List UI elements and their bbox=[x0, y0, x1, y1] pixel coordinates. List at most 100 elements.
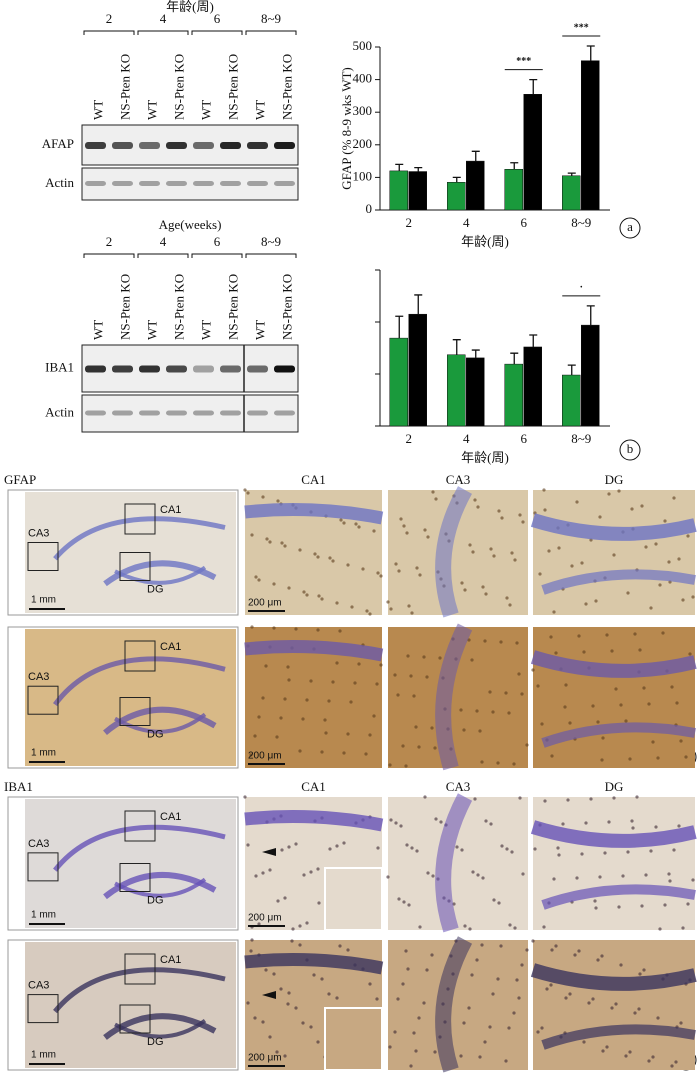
cell bbox=[368, 612, 372, 616]
cell bbox=[272, 972, 276, 976]
region-label: DG bbox=[147, 894, 164, 906]
cell bbox=[357, 662, 361, 666]
blot-band bbox=[85, 181, 106, 186]
cell bbox=[499, 944, 503, 948]
cell bbox=[686, 902, 690, 906]
region-label: CA1 bbox=[160, 811, 181, 823]
error-bar bbox=[529, 78, 538, 95]
cell bbox=[617, 905, 621, 909]
cell bbox=[672, 496, 676, 500]
cell bbox=[508, 923, 512, 927]
region-box bbox=[124, 810, 156, 842]
column-header: CA1 bbox=[301, 472, 326, 487]
cell bbox=[346, 948, 350, 952]
y-axis-label: GFAP (% 8-9 wks WT) bbox=[339, 67, 354, 190]
cell bbox=[253, 734, 257, 738]
cell bbox=[635, 795, 639, 799]
cell bbox=[619, 963, 623, 967]
bar bbox=[447, 354, 466, 427]
cell-layer bbox=[541, 569, 696, 595]
cell bbox=[525, 743, 529, 747]
age-bracket bbox=[137, 253, 189, 258]
cell bbox=[550, 948, 554, 952]
cell bbox=[475, 958, 479, 962]
blot-row-label: Actin bbox=[45, 404, 74, 419]
arrowhead bbox=[262, 848, 276, 856]
cell bbox=[417, 745, 421, 749]
cell bbox=[290, 939, 294, 943]
cell bbox=[600, 954, 604, 958]
cell bbox=[433, 746, 437, 750]
cell bbox=[630, 507, 634, 511]
cell bbox=[455, 845, 459, 849]
cell bbox=[518, 796, 522, 800]
cell bbox=[507, 1026, 511, 1030]
detail-scale: 200 μm bbox=[248, 1053, 282, 1064]
cell bbox=[327, 992, 331, 996]
cell bbox=[298, 943, 302, 947]
cell bbox=[375, 997, 379, 1001]
panel-letter-circle bbox=[619, 217, 641, 239]
stain-label: IBA1 bbox=[4, 779, 33, 794]
cell bbox=[649, 849, 653, 853]
cell bbox=[675, 701, 679, 705]
cell bbox=[517, 996, 521, 1000]
cell bbox=[294, 1006, 298, 1010]
cell-layer bbox=[530, 820, 697, 848]
error-bar bbox=[471, 150, 480, 162]
cell bbox=[480, 760, 484, 764]
cell bbox=[317, 901, 321, 905]
hippocampus-layer bbox=[114, 712, 207, 734]
age-label: 8~9 bbox=[261, 11, 281, 26]
cell bbox=[557, 546, 561, 550]
age-label: 2 bbox=[106, 11, 113, 26]
cell bbox=[651, 740, 655, 744]
cell bbox=[338, 944, 342, 948]
cell bbox=[249, 753, 253, 757]
cell bbox=[394, 821, 398, 825]
age-label: 8~9 bbox=[261, 234, 281, 249]
cell bbox=[286, 1002, 290, 1006]
lane-label: WT bbox=[90, 100, 105, 120]
cell bbox=[331, 680, 335, 684]
x-tick-label: 4 bbox=[463, 215, 470, 230]
cell bbox=[402, 900, 406, 904]
region-label: CA3 bbox=[28, 527, 49, 539]
cell bbox=[342, 751, 346, 755]
blot-band bbox=[139, 142, 160, 149]
cell bbox=[584, 602, 588, 606]
cell bbox=[350, 605, 354, 609]
y-tick-label: 400 bbox=[353, 71, 373, 86]
column-header: CA3 bbox=[446, 779, 471, 794]
blot-band bbox=[166, 365, 187, 373]
cell bbox=[243, 795, 247, 799]
cell bbox=[243, 488, 247, 492]
cell bbox=[531, 939, 535, 943]
blot-panel bbox=[81, 167, 299, 201]
lane-label: NS-Pten KO bbox=[225, 274, 240, 340]
overview-scale: 1 mm bbox=[31, 910, 56, 921]
cell bbox=[538, 572, 542, 576]
cell bbox=[580, 852, 584, 856]
cell bbox=[287, 991, 291, 995]
cell bbox=[257, 922, 261, 926]
cell bbox=[417, 1016, 421, 1020]
y-tick-label: 100 bbox=[353, 168, 373, 183]
x-tick-label: 2 bbox=[406, 215, 413, 230]
inset bbox=[324, 867, 383, 931]
cell bbox=[638, 972, 642, 976]
cell bbox=[549, 635, 553, 639]
error-bar bbox=[395, 163, 404, 171]
error-bar bbox=[567, 364, 576, 376]
cell bbox=[536, 684, 540, 688]
cell bbox=[406, 654, 410, 658]
cell-layer bbox=[530, 963, 697, 991]
cell bbox=[386, 600, 390, 604]
cell bbox=[339, 518, 343, 522]
blot-band bbox=[220, 410, 241, 416]
cell-layer bbox=[541, 1024, 696, 1050]
region-box bbox=[119, 552, 151, 581]
hippocampus-layer bbox=[114, 565, 207, 585]
bar bbox=[562, 374, 581, 427]
column-header: CA1 bbox=[301, 779, 326, 794]
